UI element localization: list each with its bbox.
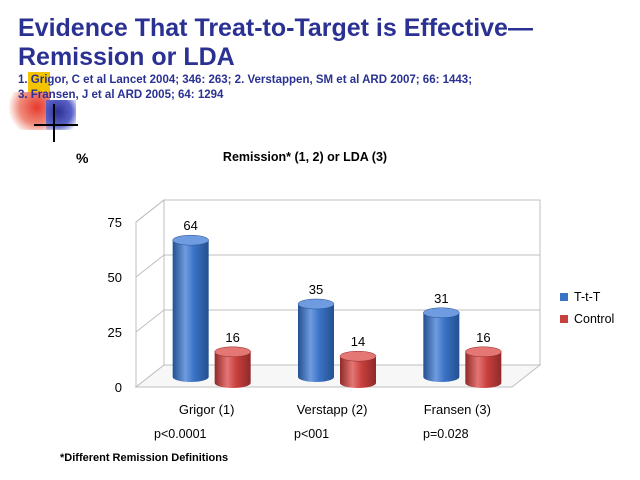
bar-t-t-t-0	[172, 240, 209, 382]
x-tick-label: Grigor (1)	[179, 402, 235, 417]
y-axis-unit-label: %	[76, 150, 89, 166]
decorative-yellow-square	[28, 72, 50, 94]
slide-title-line2: Remission or LDA	[18, 43, 235, 71]
bar-top	[339, 350, 377, 362]
bar-control-1	[340, 356, 376, 388]
y-tick-label: 25	[108, 325, 122, 340]
x-tick-label: Fransen (3)	[424, 402, 491, 417]
data-label: 35	[309, 282, 323, 297]
legend-item-ttt: T-t-T	[560, 286, 614, 308]
bar-top	[172, 234, 209, 246]
chart-title: Remission* (1, 2) or LDA (3)	[222, 150, 388, 164]
decorative-horizontal-line	[34, 124, 78, 126]
gridline	[135, 199, 540, 223]
chart-legend: T-t-T Control	[560, 286, 614, 330]
bar-t-t-t-1	[298, 304, 334, 382]
p-value-grigor: p<0.0001	[154, 427, 207, 441]
legend-item-control: Control	[560, 308, 614, 330]
p-value-verstappen: p<001	[294, 427, 330, 441]
slide-title-line1: Evidence That Treat-to-Target is Effecti…	[18, 14, 533, 42]
y-tick-label: 0	[115, 380, 122, 395]
gridline	[135, 309, 540, 333]
y-tick-label: 50	[108, 270, 122, 285]
bar-top	[297, 298, 335, 310]
bar-top	[214, 346, 251, 358]
references: 1. Grigor, C et al Lancet 2004; 346: 263…	[18, 73, 628, 103]
y-tick-label: 75	[108, 215, 122, 230]
decorative-red-glow	[6, 92, 50, 130]
legend-label-control: Control	[574, 312, 615, 326]
data-label: 16	[225, 330, 239, 345]
bar-top	[465, 346, 502, 358]
legend-swatch-control	[560, 315, 568, 323]
bar-top	[423, 307, 460, 319]
decorative-vertical-line	[53, 104, 55, 142]
data-label: 31	[434, 291, 448, 306]
data-label: 64	[183, 218, 197, 233]
data-label: 16	[476, 330, 490, 345]
reference-line1: 1. Grigor, C et al Lancet 2004; 346: 263…	[18, 74, 473, 86]
reference-line2: 3. Fransen, J et al ARD 2005; 64: 1294	[18, 89, 224, 101]
p-value-fransen: p=0.028	[423, 427, 469, 441]
bar-control-0	[214, 351, 251, 388]
footnote: *Different Remission Definitions	[60, 452, 229, 464]
x-tick-label: Verstapp (2)	[297, 402, 368, 417]
bar-control-2	[465, 351, 502, 388]
data-label: 14	[351, 334, 365, 349]
side-wall	[135, 198, 165, 389]
slide-title: Evidence That Treat-to-Target is Effecti…	[18, 14, 628, 72]
gridline	[135, 254, 540, 278]
legend-swatch-ttt	[560, 293, 568, 301]
legend-label-ttt: T-t-T	[574, 290, 601, 304]
bar-t-t-t-2	[423, 312, 460, 382]
